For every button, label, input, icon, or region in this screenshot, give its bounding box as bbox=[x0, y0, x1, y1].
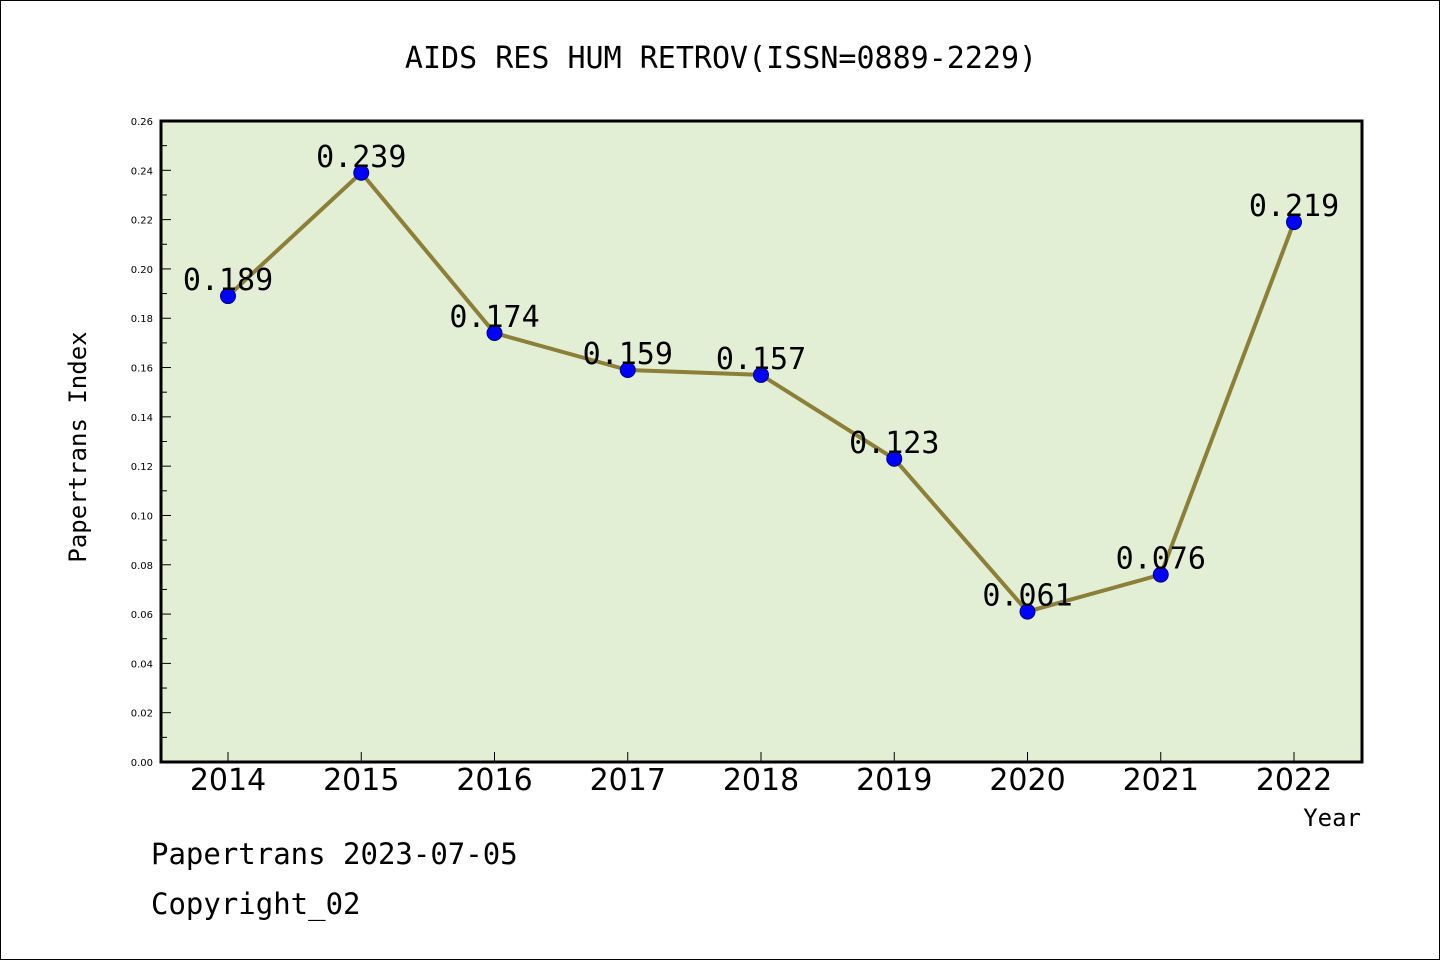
y-tick-label: 0.20 bbox=[131, 265, 153, 276]
y-tick-label: 0.08 bbox=[131, 561, 153, 572]
chart-marks: 0.189 0.239 0.174 0.159 0.157 0.123 0.061 0.076… bbox=[183, 140, 1339, 620]
y-tick-label: 0.04 bbox=[131, 659, 153, 670]
x-tick-label: 2017 bbox=[590, 763, 666, 798]
x-tick-label: 2022 bbox=[1256, 763, 1332, 798]
x-tick-label: 2021 bbox=[1123, 763, 1199, 798]
y-tick-label: 0.22 bbox=[131, 216, 153, 227]
y-tick-label: 0.06 bbox=[131, 610, 153, 621]
x-tick-label: 2014 bbox=[190, 763, 266, 798]
data-label: 0.076 bbox=[1116, 542, 1206, 577]
data-point bbox=[220, 288, 236, 305]
x-tick-label: 2020 bbox=[989, 763, 1065, 798]
y-tick-label: 0.14 bbox=[131, 413, 153, 424]
x-tick-label: 2016 bbox=[456, 763, 532, 798]
plot-border bbox=[159, 119, 1364, 764]
data-point bbox=[486, 325, 503, 342]
data-point bbox=[1152, 566, 1169, 583]
plot-area bbox=[161, 121, 1362, 762]
data-label: 0.174 bbox=[449, 300, 539, 335]
footer-copyright: Copyright_02 bbox=[151, 887, 361, 921]
data-label: 0.219 bbox=[1249, 189, 1339, 224]
x-tick-label: 2019 bbox=[856, 763, 932, 798]
data-label: 0.061 bbox=[982, 579, 1072, 614]
data-point bbox=[353, 164, 370, 181]
x-axis-label: Year bbox=[1303, 804, 1361, 832]
x-tick-label: 2015 bbox=[323, 763, 399, 798]
data-point bbox=[886, 450, 903, 467]
data-label: 0.157 bbox=[716, 342, 806, 377]
data-label: 0.189 bbox=[183, 263, 273, 298]
y-tick-label: 0.00 bbox=[131, 758, 153, 769]
data-label: 0.159 bbox=[583, 337, 673, 372]
data-label: 0.123 bbox=[849, 426, 939, 461]
y-tick-label: 0.16 bbox=[131, 364, 153, 375]
y-tick-label: 0.26 bbox=[131, 117, 153, 128]
y-axis-label: Papertrans Index bbox=[64, 331, 92, 562]
y-tick-label: 0.18 bbox=[131, 314, 153, 325]
data-point bbox=[619, 362, 636, 379]
y-tick-label: 0.10 bbox=[131, 511, 153, 522]
data-point bbox=[753, 366, 769, 383]
x-tick-label: 2018 bbox=[723, 763, 799, 798]
chart-title: AIDS RES HUM RETROV(ISSN=0889-2229) bbox=[405, 41, 1037, 76]
data-point bbox=[1019, 603, 1036, 620]
y-tick-label: 0.12 bbox=[131, 462, 153, 473]
data-point bbox=[1286, 214, 1302, 231]
data-label: 0.239 bbox=[316, 140, 406, 175]
y-tick-label: 0.24 bbox=[131, 166, 153, 177]
y-tick-label: 0.02 bbox=[131, 709, 153, 720]
footer-date: Papertrans 2023-07-05 bbox=[151, 837, 518, 871]
